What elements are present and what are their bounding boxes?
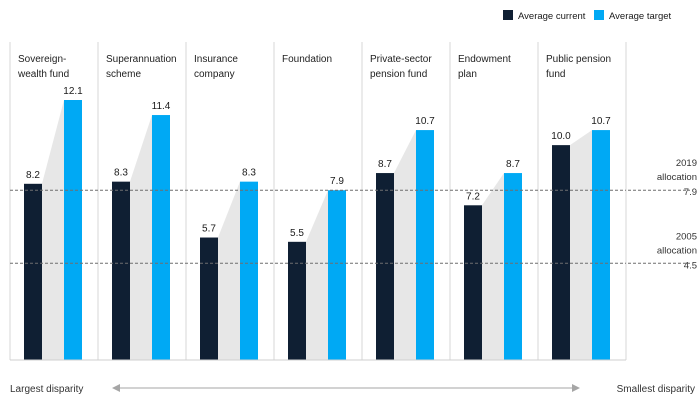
bar-target-1 [152,115,170,360]
value-label-current-3: 5.5 [290,228,304,239]
reference-label-0-1: allocation [657,172,697,183]
gap-shape-4 [394,130,416,360]
bar-target-2 [240,181,258,360]
bar-current-5 [464,205,482,360]
category-panel-5: Endowment plan 7.2 8.7 [458,54,522,360]
value-label-current-0: 8.2 [26,170,40,181]
category-label-5-0: Endowment [458,54,511,65]
category-label-1-1: scheme [106,69,141,80]
value-label-current-6: 10.0 [551,131,571,142]
category-label-2-0: Insurance [194,54,238,65]
category-label-0-0: Sovereign- [18,54,66,65]
value-label-target-4: 10.7 [415,116,435,127]
arrow-right-head-icon [572,384,580,392]
value-label-target-5: 8.7 [506,159,520,170]
bar-current-2 [200,237,218,360]
reference-label-1-0: 2005 [676,231,697,242]
value-label-current-4: 8.7 [378,159,392,170]
category-panel-6: Public pension fund 10.0 10.7 [546,54,611,360]
category-label-6-0: Public pension [546,54,611,65]
footer-right-label: Smallest disparity [617,384,695,395]
value-label-current-5: 7.2 [466,191,480,202]
category-label-4-0: Private-sector [370,54,432,65]
category-label-4-1: pension fund [370,69,427,80]
legend-label-1: Average target [609,11,672,22]
category-label-5-1: plan [458,69,477,80]
value-label-current-2: 5.7 [202,224,216,235]
category-label-0-1: wealth fund [17,69,69,80]
category-panel-0: Sovereign-wealth fund 8.2 12.1 [17,54,83,360]
category-label-2-1: company [194,69,235,80]
category-label-1-0: Superannuation [106,54,177,65]
category-panel-2: Insurance company 5.7 8.3 [194,54,258,360]
value-label-current-1: 8.3 [114,168,128,179]
legend-label-0: Average current [518,11,586,22]
bar-target-4 [416,130,434,360]
value-label-target-0: 12.1 [63,86,83,97]
bar-target-5 [504,173,522,360]
legend-swatch-0 [503,10,513,20]
gap-shape-1 [130,115,152,360]
bar-target-3 [328,190,346,360]
gap-shape-5 [482,173,504,360]
bar-current-1 [112,181,130,360]
bar-current-6 [552,145,570,360]
gap-shape-3 [306,190,328,360]
category-label-6-1: fund [546,69,565,80]
value-label-target-2: 8.3 [242,168,256,179]
footer-left-label: Largest disparity [10,384,83,395]
category-panel-3: Foundation 5.5 7.9 [282,54,346,360]
arrow-left-head-icon [112,384,120,392]
category-label-3-0: Foundation [282,54,332,65]
reference-label-1-1: allocation [657,245,697,256]
bar-current-3 [288,241,306,360]
value-label-target-6: 10.7 [591,116,611,127]
gap-shape-0 [42,100,64,360]
reference-label-0-0: 2019 [676,158,697,169]
bar-current-0 [24,183,42,360]
legend: Average current Average target [503,10,672,22]
value-label-target-3: 7.9 [330,176,344,187]
gap-shape-2 [218,181,240,360]
bar-target-6 [592,130,610,360]
reference-label-1-2: 4.5 [684,260,697,271]
reference-label-0-2: 7.9 [684,187,697,198]
bar-current-4 [376,173,394,360]
value-label-target-1: 11.4 [152,101,171,112]
category-panel-1: Superannuation scheme 8.3 11.4 [106,54,177,360]
legend-swatch-1 [594,10,604,20]
bar-target-0 [64,100,82,360]
gap-shape-6 [570,130,592,360]
category-panel-4: Private-sector pension fund 8.7 10.7 [370,54,435,360]
